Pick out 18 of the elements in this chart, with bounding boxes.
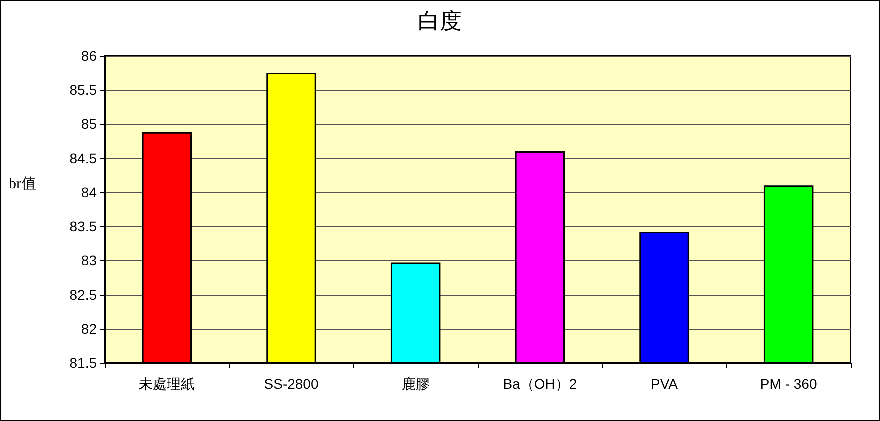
y-tick-label: 84.5 xyxy=(70,150,98,166)
x-tick-label: Ba（OH）2 xyxy=(503,376,578,392)
x-tick-label: PM - 360 xyxy=(760,376,818,392)
y-tick-label: 85 xyxy=(81,116,98,132)
y-tick-label: 84 xyxy=(81,184,98,200)
y-tick-label: 82 xyxy=(81,320,98,337)
y-tick-label: 81.5 xyxy=(70,355,98,371)
x-tick-label: 未處理紙 xyxy=(139,376,196,392)
y-tick-label: 83 xyxy=(81,252,98,269)
x-tick-label: 鹿膠 xyxy=(402,376,430,392)
y-tick-label: 86 xyxy=(81,48,98,64)
y-tick-label: 85.5 xyxy=(70,82,98,98)
chart-title: 白度 xyxy=(418,8,462,34)
x-tick-label: PVA xyxy=(651,376,679,392)
y-axis-title: br值 xyxy=(9,176,36,192)
y-tick-label: 82.5 xyxy=(70,286,98,303)
x-tick-label: SS-2800 xyxy=(264,376,319,392)
y-tick-label: 83.5 xyxy=(70,218,98,235)
